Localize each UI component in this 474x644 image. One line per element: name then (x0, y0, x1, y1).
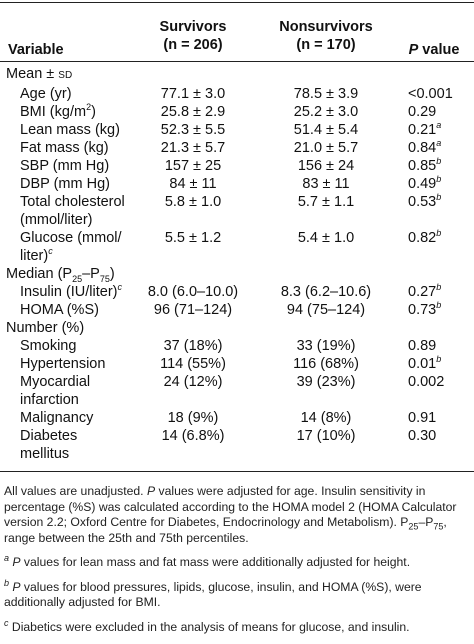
section-number: Number (%) (6, 320, 85, 336)
section-mean: Mean ± SD (6, 66, 73, 82)
table-row: Diabetes mellitus 14 (6.8%) 17 (10%) 0.30 (20, 428, 437, 462)
table-row: Lean mass (kg) 52.3 ± 5.5 51.4 ± 5.4 0.21a (20, 120, 442, 138)
header-row: Variable Survivors (n = 206) Nonsurvivors… (0, 6, 474, 59)
table-row: Smoking 37 (18%) 33 (19%) 0.89 (20, 338, 437, 354)
footnote-c: c Diabetics were excluded in the analysi… (4, 617, 410, 634)
header-variable: Variable (8, 42, 64, 58)
table-row: Age (yr) 77.1 ± 3.0 78.5 ± 3.9 <0.001 (20, 86, 453, 102)
table-row: DBP (mm Hg) 84 ± 11 83 ± 11 0.49b (20, 174, 442, 192)
header-rule (0, 61, 474, 62)
table-row: SBP (mm Hg) 157 ± 25 156 ± 24 0.85b (20, 156, 442, 174)
table-row: Fat mass (kg) 21.3 ± 5.7 21.0 ± 5.7 0.84a (20, 138, 442, 156)
table-row: Total cholesterol (mmol/liter) 5.8 ± 1.0 5.… (20, 192, 442, 228)
table-row: Myocardial infarction 24 (12%) 39 (23%) 0.00… (20, 374, 445, 408)
table-row: Malignancy 18 (9%) 14 (8%) 0.91 (20, 410, 437, 426)
header-survivors: Survivors (n = 206) (159, 19, 227, 53)
results-table: Variable Survivors (n = 206) Nonsurvivors… (0, 6, 474, 463)
table-row: BMI (kg/m2) 25.8 ± 2.9 25.2 ± 3.0 0.29 (20, 102, 437, 120)
footnote-a: a P values for lean mass and fat mass we… (4, 552, 411, 569)
table-row: Insulin (IU/liter)c 8.0 (6.0–10.0) 8.3 (6.… (20, 282, 442, 300)
top-rule (0, 2, 474, 3)
footnote-general: All values are unadjusted. P values were… (4, 484, 457, 545)
table-row: Glucose (mmol/liter)c 5.5 ± 1.2 5.4 ± 1.0 0… (20, 228, 442, 264)
table-row: Hypertension 114 (55%) 116 (68%) 0.01b (20, 354, 442, 372)
table-footnotes: All values are unadjusted. P values were… (4, 484, 470, 644)
footnote-b: b P values for blood pressures, lipids, … (4, 577, 422, 609)
section-median: Median (P25–P75) (6, 266, 115, 284)
bottom-rule (0, 471, 474, 472)
header-p-value: P value (408, 42, 460, 58)
table-row: HOMA (%S) 96 (71–124) 94 (75–124) 0.73b (20, 300, 442, 318)
header-nonsurvivors: Nonsurvivors (n = 170) (279, 19, 373, 53)
